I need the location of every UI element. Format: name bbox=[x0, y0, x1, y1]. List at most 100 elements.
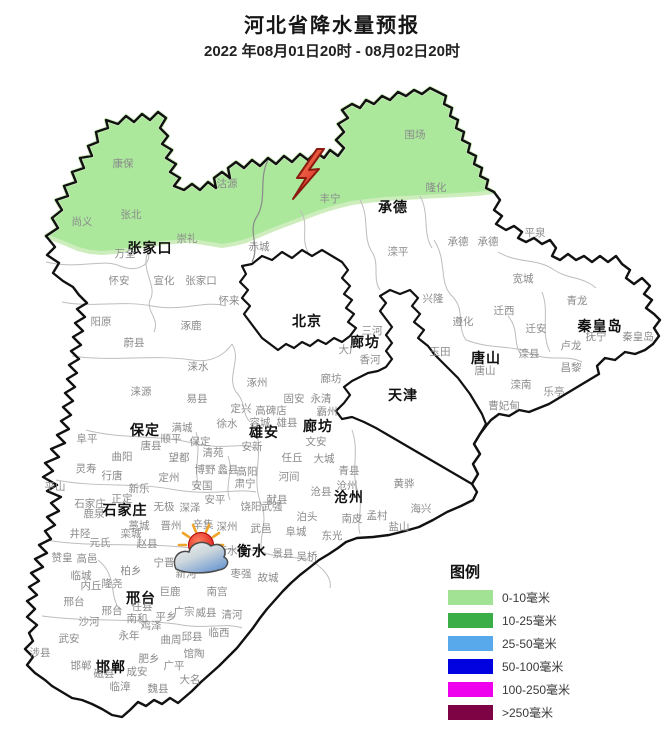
map-label-county: 顺平 bbox=[160, 432, 182, 445]
map-label-county: 海兴 bbox=[410, 502, 432, 515]
map-label-city: 承德 bbox=[378, 199, 408, 215]
map-label-county: 高阳 bbox=[236, 465, 258, 478]
map-label-county: 曲周 bbox=[160, 633, 182, 646]
legend-item-label: >250毫米 bbox=[502, 706, 554, 720]
map-label-county: 无极 bbox=[153, 500, 175, 513]
map-label-county: 永清 bbox=[310, 392, 332, 405]
map-label-city: 衡水 bbox=[237, 543, 267, 559]
map-label-county: 涿州 bbox=[246, 376, 268, 389]
map-label-city: 沧州 bbox=[334, 489, 364, 505]
map-label-county: 大厂 bbox=[338, 343, 360, 356]
legend-item: 10-25毫米 bbox=[448, 613, 660, 628]
map-label-county: 阳原 bbox=[90, 315, 112, 328]
map-label-county: 怀安 bbox=[108, 274, 130, 287]
legend-item-label: 100-250毫米 bbox=[502, 683, 571, 697]
tianjin-border bbox=[334, 288, 488, 486]
map-label-county: 冀州 bbox=[195, 554, 217, 567]
map-label-county: 安平 bbox=[204, 493, 226, 506]
map-label-county: 黄骅 bbox=[393, 477, 415, 490]
map-label-county: 唐山 bbox=[474, 364, 496, 377]
map-label-county: 雄县 bbox=[276, 416, 298, 429]
map-label-county: 深泽 bbox=[179, 501, 201, 514]
map-label-county: 兴隆 bbox=[422, 292, 444, 305]
legend-item-label: 10-25毫米 bbox=[502, 614, 557, 628]
map-label-county: 临西 bbox=[208, 626, 230, 639]
legend: 图例 0-10毫米 10-25毫米 25-50毫米 50-100毫米 100-250毫米… bbox=[448, 561, 660, 728]
map-label-county: 滦南 bbox=[510, 378, 532, 391]
map-label-county: 盐山 bbox=[388, 520, 410, 533]
map-label-county: 昌黎 bbox=[560, 361, 582, 374]
map-label-county: 万全 bbox=[114, 247, 136, 260]
legend-swatch bbox=[448, 659, 493, 674]
map-label-county: 饶阳 bbox=[240, 500, 262, 513]
map-label-county: 隆尧 bbox=[101, 577, 123, 590]
map-label-county: 阜城 bbox=[285, 525, 307, 538]
map-label-county: 易县 bbox=[186, 392, 208, 405]
legend-swatch bbox=[448, 705, 493, 720]
beijing-border bbox=[238, 248, 358, 352]
map-label-county: 广宗 bbox=[173, 605, 195, 618]
map-label-county: 宽城 bbox=[512, 272, 534, 285]
map-label-county: 青龙 bbox=[566, 294, 588, 307]
map-label-county: 承德 bbox=[477, 235, 499, 248]
map-label-county: 故城 bbox=[257, 571, 279, 584]
map-label-county: 固安 bbox=[283, 392, 305, 405]
map-label-county: 阜平 bbox=[76, 432, 98, 445]
legend-item: >250毫米 bbox=[448, 705, 660, 720]
map-label-county: 尚义 bbox=[71, 215, 93, 228]
map-label-county: 鸡泽 bbox=[140, 619, 162, 632]
map-label-city: 廊坊 bbox=[350, 334, 380, 350]
map-label-county: 枣强 bbox=[230, 567, 252, 580]
map-label-county: 张北 bbox=[120, 208, 142, 221]
map-label-county: 抚宁 bbox=[585, 330, 607, 343]
map-label-city: 廊坊 bbox=[303, 418, 333, 434]
map-label-county: 承德 bbox=[447, 235, 469, 248]
map-label-county: 丰宁 bbox=[319, 192, 341, 205]
map-label-county: 临城 bbox=[70, 569, 92, 582]
map-label-county: 定州 bbox=[158, 471, 180, 484]
map-label-county: 东光 bbox=[321, 529, 343, 542]
map-label-county: 泊头 bbox=[296, 510, 318, 523]
map-label-county: 乐亭 bbox=[543, 385, 565, 398]
map-label-county: 武安 bbox=[58, 632, 80, 645]
map-label-county: 磁县 bbox=[93, 667, 115, 680]
map-label-county: 成安 bbox=[126, 665, 148, 678]
map-label-county: 唐县 bbox=[140, 439, 162, 452]
map-label-county: 河间 bbox=[278, 470, 300, 483]
legend-swatch bbox=[448, 613, 493, 628]
map-label-county: 宁晋 bbox=[153, 556, 175, 569]
map-label-county: 景县 bbox=[272, 547, 294, 560]
legend-swatch bbox=[448, 636, 493, 651]
map-label-county: 望都 bbox=[168, 451, 190, 464]
map-label-county: 三河 bbox=[361, 324, 383, 337]
map-label-county: 南和 bbox=[126, 612, 148, 625]
page-title: 河北省降水量预报 bbox=[244, 15, 420, 37]
map-label-county: 沧州 bbox=[336, 479, 358, 492]
map-label-county: 曲阳 bbox=[111, 450, 133, 463]
map-label-county: 沙河 bbox=[78, 615, 100, 628]
map-label-county: 赤城 bbox=[248, 240, 270, 253]
legend-item: 0-10毫米 bbox=[448, 590, 660, 605]
map-label-county: 涞水 bbox=[187, 360, 209, 373]
map-label-county: 徐水 bbox=[216, 417, 238, 430]
map-label-county: 卢龙 bbox=[560, 339, 582, 352]
map-label-county: 任丘 bbox=[281, 451, 303, 464]
legend-item: 25-50毫米 bbox=[448, 636, 660, 651]
map-label-county: 肃宁 bbox=[234, 477, 256, 490]
map-label-city: 北京 bbox=[292, 313, 322, 329]
map-label-county: 滦平 bbox=[387, 245, 409, 258]
map-label-county: 邢台 bbox=[101, 604, 123, 617]
map-label-county: 沽源 bbox=[216, 177, 238, 190]
map-label-county: 邢台 bbox=[63, 595, 85, 608]
county-boundaries bbox=[41, 195, 597, 629]
map-label-county: 博野 bbox=[194, 463, 216, 476]
map-label-county: 新河 bbox=[175, 567, 197, 580]
map-label-county: 霸州 bbox=[316, 405, 338, 418]
map-label-county: 行唐 bbox=[101, 469, 123, 482]
map-label-county: 南宫 bbox=[206, 585, 228, 598]
map-label-county: 平山 bbox=[44, 480, 66, 493]
map-label-city: 保定 bbox=[130, 422, 160, 438]
map-label-county: 迁西 bbox=[493, 304, 515, 317]
map-label-county: 藁城 bbox=[128, 519, 150, 532]
